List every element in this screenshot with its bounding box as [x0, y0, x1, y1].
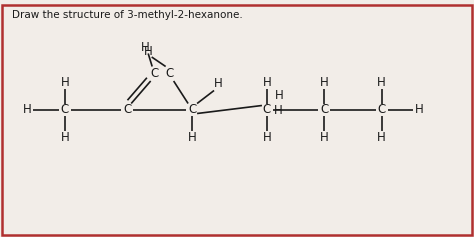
Text: H: H — [275, 89, 284, 102]
Text: H: H — [61, 131, 69, 143]
Text: H: H — [61, 76, 69, 88]
Text: H: H — [320, 131, 328, 143]
Text: H: H — [263, 131, 271, 143]
Text: H: H — [415, 103, 423, 116]
Text: H: H — [141, 41, 150, 54]
Text: C: C — [61, 103, 69, 116]
Text: H: H — [263, 76, 271, 88]
Text: C: C — [320, 103, 328, 116]
Text: H: H — [377, 131, 386, 143]
Text: C: C — [123, 103, 131, 116]
Text: H: H — [144, 45, 153, 58]
Text: Draw the structure of 3-methyl-2-hexanone.: Draw the structure of 3-methyl-2-hexanon… — [12, 9, 243, 19]
Text: H: H — [320, 76, 328, 88]
Text: C: C — [188, 103, 196, 116]
Text: C: C — [263, 103, 271, 116]
Text: H: H — [188, 131, 196, 143]
Text: H: H — [23, 103, 32, 116]
Text: C: C — [151, 67, 159, 80]
Text: H: H — [214, 77, 222, 90]
Text: H: H — [377, 76, 386, 88]
Text: H: H — [273, 104, 283, 117]
Text: C: C — [165, 67, 174, 80]
Text: C: C — [378, 103, 386, 116]
